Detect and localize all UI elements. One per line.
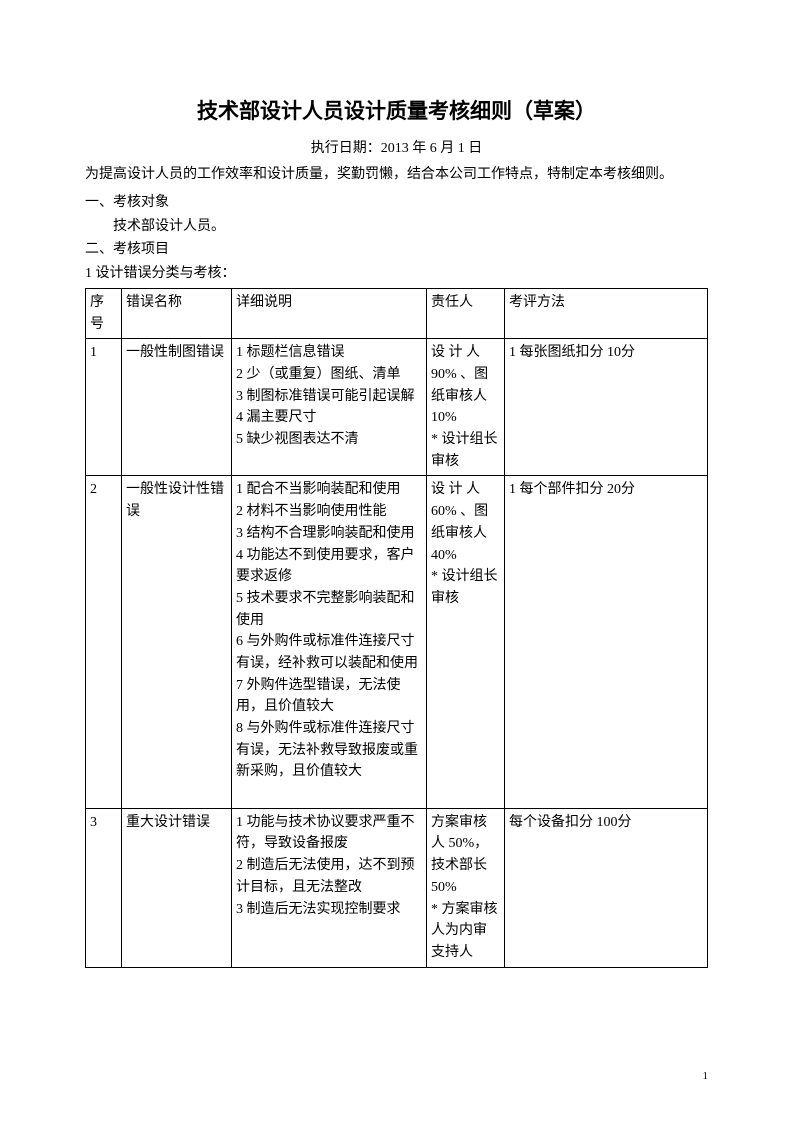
section-2-heading: 二、考核项目	[85, 238, 708, 262]
cell-detail: 1 配合不当影响装配和使用2 材料不当影响使用性能3 结构不合理影响装配和使用4…	[232, 476, 427, 808]
header-resp: 责任人	[427, 288, 505, 338]
section-1-heading: 一、考核对象	[85, 191, 708, 215]
execution-date: 执行日期：2013 年 6 月 1 日	[85, 137, 708, 157]
assessment-table: 序号 错误名称 详细说明 责任人 考评方法 1 一般性制图错误 1 标题栏信息错…	[85, 288, 708, 968]
cell-detail: 1 标题栏信息错误2 少（或重复）图纸、清单3 制图标准错误可能引起误解4 漏主…	[232, 339, 427, 476]
cell-seq: 1	[86, 339, 122, 476]
section-2-sub1: 1 设计错误分类与考核：	[85, 262, 708, 286]
cell-seq: 2	[86, 476, 122, 808]
cell-resp: 设 计 人90% 、图纸审核人10%* 设计组长审核	[427, 339, 505, 476]
section-1-body: 技术部设计人员。	[85, 215, 708, 239]
cell-detail: 1 功能与技术协议要求严重不符，导致设备报废2 制造后无法使用，达不到预计目标，…	[232, 808, 427, 967]
table-row: 1 一般性制图错误 1 标题栏信息错误2 少（或重复）图纸、清单3 制图标准错误…	[86, 339, 708, 476]
header-method: 考评方法	[505, 288, 708, 338]
header-seq: 序号	[86, 288, 122, 338]
table-header-row: 序号 错误名称 详细说明 责任人 考评方法	[86, 288, 708, 338]
cell-name: 一般性制图错误	[122, 339, 232, 476]
cell-resp: 方案审核人 50%，技术部长50%* 方案审核人为内审支持人	[427, 808, 505, 967]
cell-method: 1 每张图纸扣分 10分	[505, 339, 708, 476]
cell-name: 重大设计错误	[122, 808, 232, 967]
cell-name: 一般性设计性错误	[122, 476, 232, 808]
cell-method: 1 每个部件扣分 20分	[505, 476, 708, 808]
page-number: 1	[703, 1070, 709, 1082]
table-row: 2 一般性设计性错误 1 配合不当影响装配和使用2 材料不当影响使用性能3 结构…	[86, 476, 708, 808]
cell-seq: 3	[86, 808, 122, 967]
cell-method: 每个设备扣分 100分	[505, 808, 708, 967]
document-title: 技术部设计人员设计质量考核细则（草案）	[85, 95, 708, 125]
intro-paragraph: 为提高设计人员的工作效率和设计质量，奖勤罚懒，结合本公司工作特点，特制定本考核细…	[85, 163, 708, 187]
header-name: 错误名称	[122, 288, 232, 338]
header-detail: 详细说明	[232, 288, 427, 338]
cell-resp: 设 计 人60% 、图纸审核人40%* 设计组长审核	[427, 476, 505, 808]
table-row: 3 重大设计错误 1 功能与技术协议要求严重不符，导致设备报废2 制造后无法使用…	[86, 808, 708, 967]
